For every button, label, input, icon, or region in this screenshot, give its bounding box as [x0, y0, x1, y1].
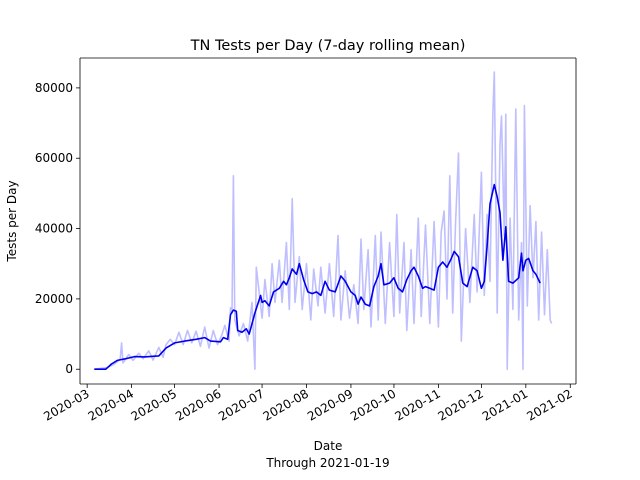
- x-tick-label: 2020-09: [305, 386, 355, 423]
- x-tick-label: 2020-10: [348, 386, 398, 423]
- x-tick-label: 2020-06: [173, 386, 223, 423]
- x-tick-label: 2020-07: [216, 386, 266, 423]
- x-tick-label: 2020-12: [435, 386, 485, 423]
- axes-layer: [79, 57, 577, 385]
- series-line-rolling-mean: [94, 183, 541, 370]
- y-tick-label: 60000: [35, 151, 73, 165]
- x-tick-label: 2020-05: [129, 386, 179, 423]
- y-tick-label: 20000: [35, 292, 73, 306]
- x-tick-label: 2020-11: [392, 386, 442, 423]
- x-axis-label: Date: [314, 439, 343, 453]
- chart-title: TN Tests per Day (7-day rolling mean): [190, 38, 466, 54]
- series-layer: [94, 71, 553, 370]
- x-tick-label: 2020-08: [261, 386, 311, 423]
- x-tick-label: 2021-02: [524, 386, 574, 423]
- x-tick-label: 2021-01: [480, 386, 530, 423]
- x-axis-sublabel: Through 2021-01-19: [265, 456, 389, 470]
- x-axis-ticks: 2020-032020-042020-052020-062020-072020-…: [41, 384, 575, 424]
- y-tick-label: 80000: [35, 81, 73, 95]
- plot-area-background: [80, 58, 576, 384]
- y-tick-label: 0: [65, 362, 73, 376]
- y-axis-label: Tests per Day: [5, 180, 19, 262]
- x-tick-label: 2020-03: [41, 386, 91, 423]
- y-axis-ticks: 0 20000 40000 60000 80000: [35, 81, 80, 376]
- y-tick-label: 40000: [35, 222, 73, 236]
- x-tick-label: 2020-04: [86, 386, 136, 423]
